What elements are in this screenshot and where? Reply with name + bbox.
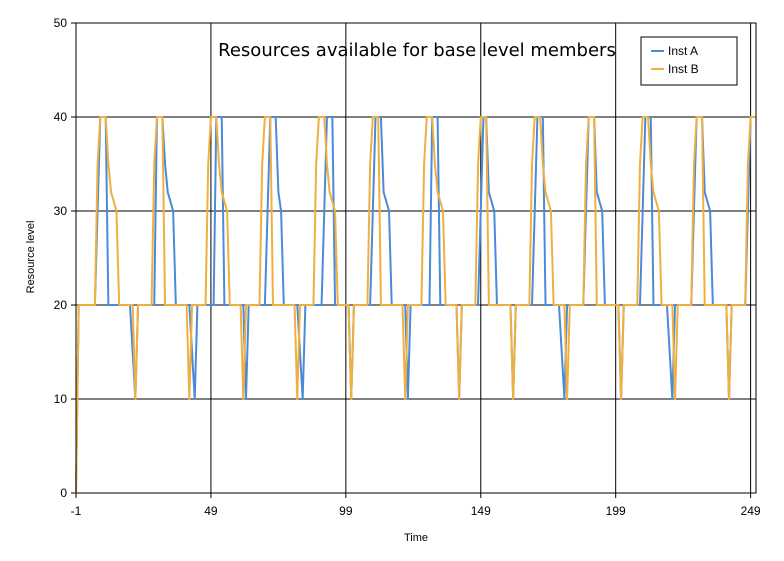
- legend: Inst A Inst B: [640, 36, 738, 86]
- y-axis-label: Resource level: [25, 221, 37, 294]
- y-tick-label: 10: [54, 392, 68, 406]
- y-tick-label: 50: [54, 16, 68, 30]
- y-tick-label: 40: [54, 110, 68, 124]
- x-tick-label: 149: [471, 504, 491, 518]
- legend-box: [640, 36, 738, 86]
- tick-labels: 0 10 20 30 40 50 -1 49 99 149 199 249: [54, 16, 761, 518]
- x-axis-label: Time: [404, 532, 428, 544]
- plot-frame: [75, 22, 757, 494]
- series-line-inst-b: [75, 116, 756, 494]
- y-tick-label: 0: [60, 486, 67, 500]
- legend-entry: Inst A: [668, 44, 698, 58]
- legend-entry: Inst B: [668, 62, 699, 76]
- x-tick-label: 49: [204, 504, 218, 518]
- x-tick-label: 249: [741, 504, 761, 518]
- y-tick-label: 30: [54, 204, 68, 218]
- series-line-inst-a: [75, 116, 756, 494]
- x-tick-label: 99: [339, 504, 353, 518]
- y-tick-label: 20: [54, 298, 68, 312]
- x-tick-label: 199: [606, 504, 626, 518]
- x-tick-label: -1: [71, 504, 82, 518]
- chart-title: Resources available for base level membe…: [218, 40, 616, 61]
- grid-lines: [75, 22, 756, 494]
- series-lines: [75, 116, 756, 494]
